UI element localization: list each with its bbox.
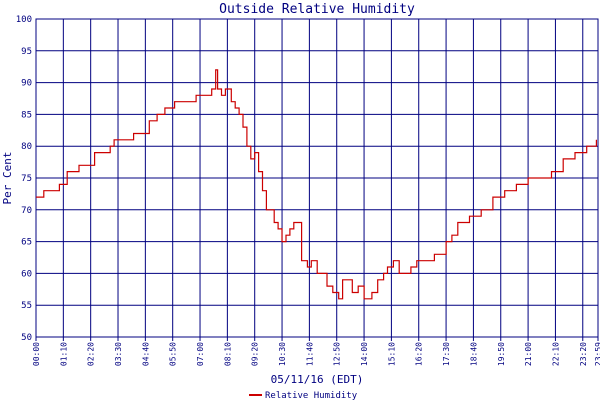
plot-frame <box>35 18 599 338</box>
x-tick-label: 05:50 <box>169 342 178 366</box>
x-tick-label: 16:20 <box>415 342 424 366</box>
y-tick-label: 50 <box>21 333 32 343</box>
x-axis-label: 05/11/16 (EDT) <box>271 373 364 386</box>
x-tick-label: 08:10 <box>223 342 232 366</box>
y-axis-label: Per Cent <box>1 152 14 205</box>
y-tick-label: 65 <box>21 238 32 248</box>
x-tick-label: 22:10 <box>551 342 560 366</box>
x-tick-label: 02:20 <box>87 342 96 366</box>
x-tick-label: 04:40 <box>141 342 150 366</box>
x-tick-label: 23:59 <box>594 342 600 366</box>
series-layer <box>36 69 597 300</box>
y-tick-label: 75 <box>21 174 32 184</box>
x-tick-label: 21:00 <box>524 342 533 366</box>
y-tick-label: 80 <box>21 142 32 152</box>
x-tick-labels: 00:00 01:10 02:20 03:30 04:40 05:50 07:00 08:10… <box>32 342 600 366</box>
y-tick-label: 100 <box>16 15 32 25</box>
x-tick-label: 00:00 <box>32 342 41 366</box>
y-tick-label: 85 <box>21 110 32 120</box>
x-tick-label: 07:00 <box>196 342 205 366</box>
y-tick-label: 90 <box>21 79 32 89</box>
x-tick-label: 15:10 <box>387 342 396 366</box>
legend: Relative Humidity <box>249 391 358 400</box>
x-tick-label: 19:50 <box>497 342 506 366</box>
x-tick-label: 23:20 <box>579 342 588 366</box>
x-tick-label: 18:40 <box>469 342 478 366</box>
x-tick-label: 09:20 <box>251 342 260 366</box>
x-tick-label: 17:30 <box>442 342 451 366</box>
grid <box>35 19 599 341</box>
y-tick-label: 70 <box>21 206 32 216</box>
y-tick-label: 55 <box>21 301 32 311</box>
y-tick-label: 60 <box>21 269 32 279</box>
y-tick-label: 95 <box>21 47 32 57</box>
x-tick-label: 12:50 <box>333 342 342 366</box>
legend-label: Relative Humidity <box>265 391 358 400</box>
y-tick-labels: 50 55 60 65 70 75 80 85 90 95 100 <box>16 15 32 343</box>
x-tick-label: 10:30 <box>278 342 287 366</box>
series-line-relative-humidity <box>36 69 597 300</box>
x-tick-label: 03:30 <box>114 342 123 366</box>
x-tick-label: 01:10 <box>59 342 68 366</box>
chart-title: Outside Relative Humidity <box>219 2 415 17</box>
x-tick-label: 11:40 <box>305 342 314 366</box>
x-tick-label: 14:00 <box>360 342 369 366</box>
